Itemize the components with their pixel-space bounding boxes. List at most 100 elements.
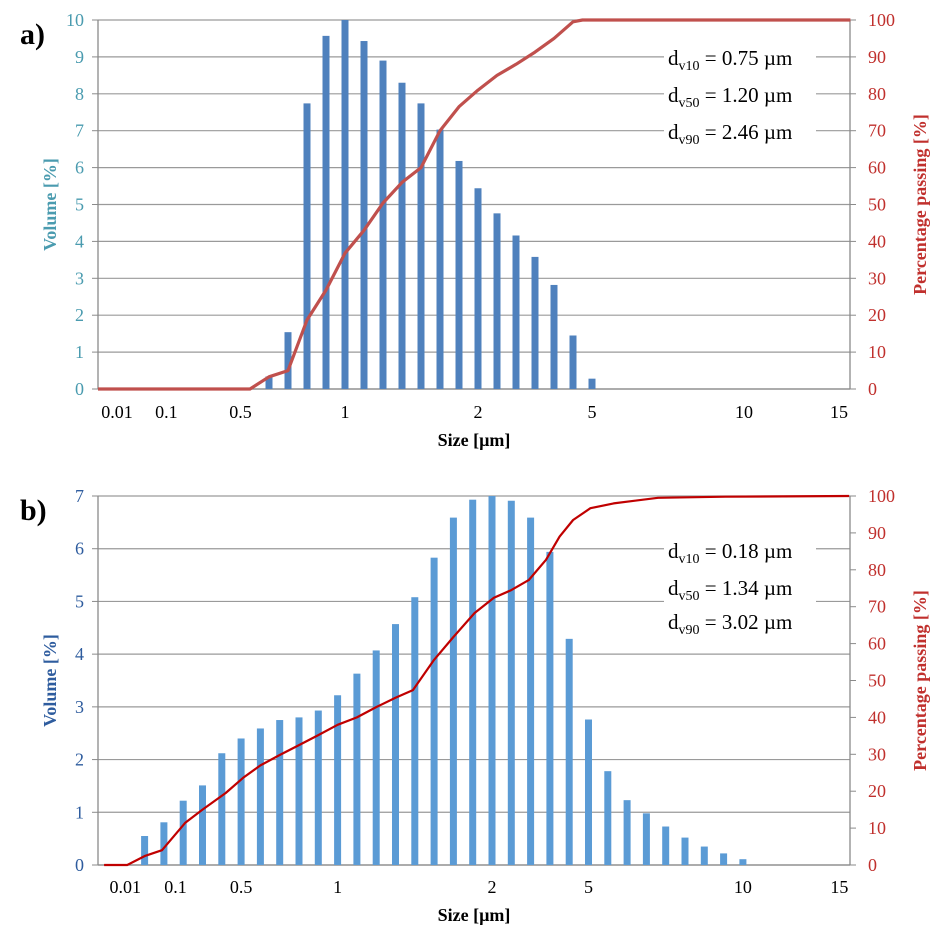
volume-bar [237, 738, 245, 865]
y-tick-label: 0 [75, 379, 84, 399]
y-tick-label: 3 [75, 697, 84, 717]
y2-tick-label: 80 [868, 560, 886, 580]
dv-annotation: dv50 = 1.20 µm [668, 83, 792, 111]
y2-tick-label: 100 [868, 10, 895, 30]
y2-tick-label: 10 [868, 818, 886, 838]
volume-bar [739, 859, 747, 865]
volume-bar [322, 35, 330, 389]
volume-bar [160, 822, 168, 865]
y2-tick-label: 50 [868, 671, 886, 691]
x-tick-label: 0.01 [110, 877, 142, 897]
y2-tick-label: 100 [868, 486, 895, 506]
y2-tick-label: 50 [868, 195, 886, 215]
y-tick-label: 7 [75, 121, 84, 141]
x-tick-label: 0.01 [101, 402, 133, 422]
x-tick-label: 0.1 [164, 877, 187, 897]
y2-tick-label: 30 [868, 744, 886, 764]
dv-value: = 1.20 µm [700, 83, 793, 107]
dv-subscript: v50 [679, 96, 700, 111]
y-tick-label: 8 [75, 84, 84, 104]
y-tick-label: 4 [75, 231, 84, 251]
dv-subscript: v90 [679, 133, 700, 148]
volume-bar [372, 650, 380, 865]
dv-annotation: dv90 = 3.02 µm [668, 610, 792, 638]
y2-tick-label: 10 [868, 342, 886, 362]
dv-symbol: d [668, 610, 679, 634]
y-tick-label: 6 [75, 539, 84, 559]
y2-tick-label: 90 [868, 47, 886, 67]
volume-bar [411, 597, 419, 865]
y-tick-label: 1 [75, 802, 84, 822]
volume-bar [681, 837, 689, 865]
dv-subscript: v50 [679, 589, 700, 604]
volume-bar [512, 235, 520, 389]
x-tick-label: 5 [584, 877, 593, 897]
dv-annotation: dv90 = 2.46 µm [668, 120, 792, 148]
x-tick-label: 1 [341, 402, 350, 422]
y-tick-label: 7 [75, 486, 84, 506]
volume-bar [392, 624, 399, 865]
volume-bar [360, 41, 368, 390]
y2-tick-label: 0 [868, 855, 877, 875]
x-tick-label: 15 [830, 877, 848, 897]
x-tick-label: 10 [735, 402, 753, 422]
dv-value: = 1.34 µm [700, 576, 793, 600]
dv-subscript: v10 [679, 552, 700, 567]
y2-tick-label: 70 [868, 121, 886, 141]
y2-tick-label: 0 [868, 379, 877, 399]
volume-bar [141, 836, 149, 865]
volume-bar [585, 719, 592, 865]
dv-value: = 0.75 µm [700, 46, 793, 70]
y2-axis-title: Percentage passing [%] [910, 114, 930, 295]
volume-bar [569, 335, 577, 389]
y-tick-label: 5 [75, 195, 84, 215]
y-axis-title: Volume [%] [40, 634, 60, 727]
y-tick-label: 2 [75, 305, 84, 325]
y-tick-label: 5 [75, 591, 84, 611]
y-tick-label: 6 [75, 158, 84, 178]
volume-bar [379, 60, 387, 390]
panel-label: a) [20, 18, 45, 51]
x-tick-label: 0.5 [229, 402, 252, 422]
volume-bar [398, 82, 406, 389]
volume-bar [256, 728, 264, 865]
dv-symbol: d [668, 83, 679, 107]
volume-bar [662, 826, 670, 865]
volume-bar [353, 673, 361, 865]
volume-bar [436, 129, 444, 389]
y2-tick-label: 70 [868, 597, 886, 617]
dv-annotation: dv50 = 1.34 µm [668, 576, 792, 604]
volume-bar [469, 499, 477, 865]
y2-tick-label: 30 [868, 268, 886, 288]
volume-bar [588, 378, 596, 389]
panel-label: b) [20, 494, 47, 527]
volume-bar [527, 517, 535, 865]
volume-bar [314, 710, 322, 865]
dv-subscript: v90 [679, 623, 700, 638]
x-tick-label: 5 [588, 402, 597, 422]
y-tick-label: 1 [75, 342, 84, 362]
volume-bar [493, 213, 501, 389]
volume-bar [623, 800, 631, 865]
volume-bar [642, 813, 650, 865]
y2-axis-title: Percentage passing [%] [910, 590, 930, 771]
dv-annotation: dv10 = 0.18 µm [668, 539, 792, 567]
volume-bar [179, 800, 187, 865]
volume-bar [507, 500, 515, 865]
volume-bar [474, 188, 482, 389]
dv-symbol: d [668, 539, 679, 563]
volume-bar [341, 20, 349, 389]
dv-symbol: d [668, 120, 679, 144]
y2-tick-label: 60 [868, 634, 886, 654]
volume-bar [700, 846, 708, 865]
y-tick-label: 3 [75, 268, 84, 288]
y-axis-title: Volume [%] [40, 158, 60, 251]
dv-symbol: d [668, 46, 679, 70]
y2-tick-label: 80 [868, 84, 886, 104]
dv-value: = 3.02 µm [700, 610, 793, 634]
x-tick-label: 2 [488, 877, 497, 897]
y2-tick-label: 20 [868, 305, 886, 325]
